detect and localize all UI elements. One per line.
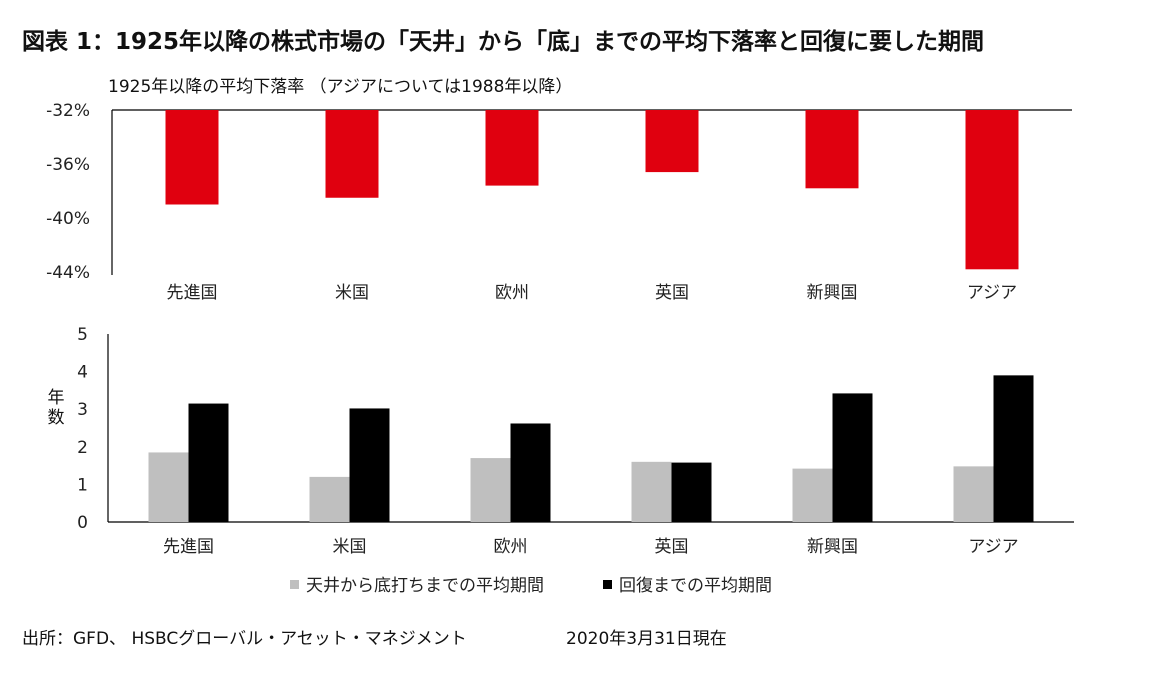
top-category-label: 新興国	[807, 283, 858, 303]
bottom-category-label: 米国	[333, 537, 367, 557]
legend-swatch	[603, 580, 612, 589]
bottom-ytick-label: 3	[77, 400, 88, 420]
drawdown-bar	[165, 110, 219, 205]
bottom-ytick-label: 4	[77, 363, 88, 383]
source-note: 出所：GFD、 HSBCグローバル・アセット・マネジメント	[22, 629, 467, 649]
top-category-label: 米国	[335, 283, 369, 303]
drawdown-bar	[805, 110, 859, 189]
period-chart: 0 1 2 3 4 5 先進国 米国 欧州 英国 新興国 アジア	[77, 325, 1074, 557]
recovery-period-bar	[832, 393, 873, 522]
top-category-label: 英国	[655, 283, 689, 303]
recovery-period-bar	[671, 462, 712, 522]
drawdown-bar	[645, 110, 699, 173]
legend-label: 天井から底打ちまでの平均期間	[306, 576, 544, 596]
bottom-period-bar	[792, 468, 833, 522]
drawdown-chart: -32% -36% -40% -44% 先進国 米国 欧州 英国 新興国 アジア	[46, 101, 1072, 303]
top-ytick-label: -36%	[46, 155, 90, 175]
bottom-category-label: 新興国	[807, 537, 858, 557]
top-ytick-label: -44%	[46, 263, 90, 283]
drawdown-bar	[325, 110, 379, 198]
drawdown-bar	[965, 110, 1019, 270]
bottom-ytick-label: 1	[77, 475, 88, 495]
top-category-label: アジア	[967, 283, 1017, 303]
bottom-period-bar	[148, 452, 189, 522]
chart-title: 図表 1：1925年以降の株式市場の「天井」から「底」までの平均下落率と回復に要…	[22, 29, 985, 55]
recovery-period-bar	[510, 423, 551, 522]
bottom-category-label: 先進国	[163, 537, 214, 557]
top-category-label: 欧州	[495, 283, 529, 303]
bottom-ytick-label: 0	[77, 513, 88, 533]
bottom-chart-ylabel: 年数	[47, 388, 65, 428]
bottom-period-bar	[470, 458, 511, 522]
legend: 天井から底打ちまでの平均期間 回復までの平均期間	[290, 576, 772, 596]
drawdown-bar	[485, 110, 539, 186]
recovery-period-bar	[993, 375, 1034, 522]
top-ytick-label: -40%	[46, 209, 90, 229]
bottom-period-bar	[309, 476, 350, 522]
bottom-category-label: 英国	[655, 537, 689, 557]
bottom-ytick-label: 5	[77, 325, 88, 345]
as-of-date: 2020年3月31日現在	[566, 629, 727, 649]
bottom-category-label: 欧州	[494, 537, 528, 557]
top-category-label: 先進国	[167, 283, 218, 303]
top-chart-subtitle: 1925年以降の平均下落率 （アジアについては1988年以降）	[108, 77, 573, 97]
legend-label: 回復までの平均期間	[619, 576, 772, 596]
bottom-period-bar	[953, 466, 994, 522]
recovery-period-bar	[349, 408, 390, 522]
recovery-period-bar	[188, 403, 229, 522]
top-ytick-label: -32%	[46, 101, 90, 121]
bottom-period-bar	[631, 461, 672, 522]
legend-swatch	[290, 580, 299, 589]
bottom-ytick-label: 2	[77, 438, 88, 458]
bottom-category-label: アジア	[968, 537, 1018, 557]
